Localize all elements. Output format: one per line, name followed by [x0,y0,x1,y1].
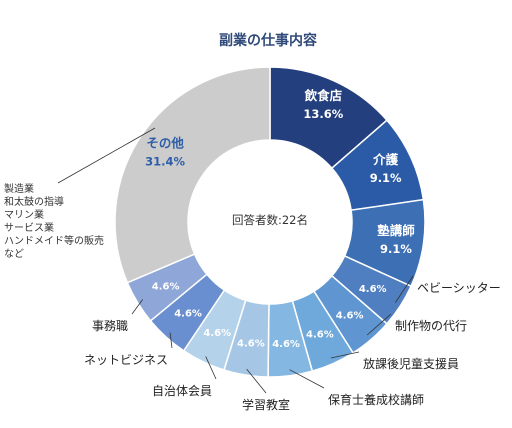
leader-line [169,332,173,349]
other-note-line: サービス業 [4,221,54,234]
slice-value-label: 9.1% [380,242,412,256]
slice-labels-group: 飲食店13.6%介護9.1%塾講師9.1%4.6%4.6%4.6%4.6%4.6… [145,88,415,350]
center-respondent-count: 回答者数:22名 [232,213,308,227]
callout-label: 保育士養成校講師 [328,392,424,407]
slice-value-label: 4.6% [237,339,265,350]
chart-title: 副業の仕事内容 [219,32,317,49]
leader-line [330,351,360,359]
leader-line [289,369,325,389]
slice-value-label: 4.6% [306,329,334,340]
slice-value-label: 13.6% [303,107,343,121]
slice-その他 [114,66,271,284]
slice-name-label: 飲食店 [304,88,343,103]
leader-line [205,356,217,380]
leader-line [366,313,392,336]
callout-label: 自治体会員 [152,384,212,398]
slice-value-label: 4.6% [336,311,364,322]
other-note-leader [57,127,156,184]
slice-value-label: 31.4% [145,155,185,169]
slice-value-label: 4.6% [174,309,202,320]
other-note-line: 和太鼓の指導 [4,195,64,208]
slice-value-label: 4.6% [203,328,231,339]
slice-value-label: 9.1% [370,171,402,185]
other-note-line: マリン業 [4,208,44,221]
callout-label: 事務職 [92,319,128,333]
slice-value-label: 4.6% [359,284,387,295]
leader-line [246,368,267,394]
slice-name-label: 介護 [372,152,399,167]
slice-value-label: 4.6% [152,281,180,292]
callout-label: ネットビジネス [84,353,168,367]
callout-label: ベビーシッター [417,281,501,295]
other-note-line: ハンドメイド等の販売 [4,234,104,247]
callout-label: 制作物の代行 [395,319,467,333]
slice-name-label: その他 [146,136,184,151]
callout-label: 学習教室 [242,397,290,412]
leader-line [131,299,144,315]
other-note-line: 製造業 [4,182,34,195]
leader-line [394,275,414,303]
slice-value-label: 4.6% [272,339,300,350]
slice-name-label: 塾講師 [377,223,415,238]
other-note-line: など [4,248,24,260]
callout-label: 放課後児童支援員 [363,356,459,371]
